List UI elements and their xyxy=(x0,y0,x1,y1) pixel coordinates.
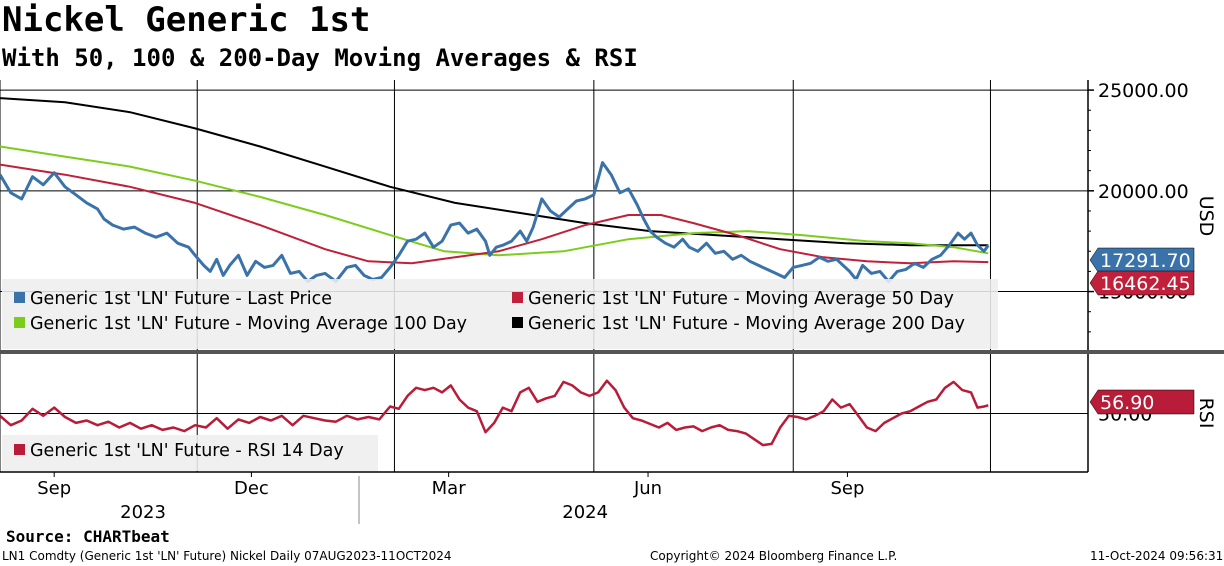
y-tick-label: 25000.00 xyxy=(1098,80,1189,102)
y-axis-label-rsi: RSI xyxy=(1195,398,1217,429)
legend-swatch xyxy=(512,317,523,328)
last-price-tag: 17291.70 xyxy=(1100,250,1191,272)
legend-swatch xyxy=(14,292,25,303)
legend-label: Generic 1st 'LN' Future - Moving Average… xyxy=(528,289,954,309)
last-price-tag-bg xyxy=(1089,247,1195,273)
rsi-tag: 56.90 xyxy=(1100,392,1154,414)
ma50-tag: 16462.45 xyxy=(1100,273,1191,295)
footer-timestamp: 11-Oct-2024 09:56:31 xyxy=(1090,549,1224,563)
legend-swatch xyxy=(512,292,523,303)
chart-subtitle: With 50, 100 & 200-Day Moving Averages &… xyxy=(2,44,638,72)
legend-label: Generic 1st 'LN' Future - Moving Average… xyxy=(30,314,467,334)
x-year-label: 2023 xyxy=(120,502,166,523)
series-line-price xyxy=(0,161,990,283)
x-month-label: Jun xyxy=(633,478,662,499)
legend-label: Generic 1st 'LN' Future - Last Price xyxy=(30,289,332,309)
x-month-label: Sep xyxy=(37,478,71,499)
legend-swatch xyxy=(14,317,25,328)
y-axis-label-usd: USD xyxy=(1195,196,1217,237)
lower-legend-box xyxy=(2,435,378,471)
legend-swatch xyxy=(14,444,25,455)
x-year-label: 2024 xyxy=(562,502,608,523)
rsi-line xyxy=(0,379,989,447)
series-line-ma200 xyxy=(0,97,989,247)
footer-copyright: Copyright© 2024 Bloomberg Finance L.P. xyxy=(650,549,898,563)
x-month-label: Dec xyxy=(234,478,269,499)
series-line-ma50 xyxy=(0,163,989,265)
series-line-ma100 xyxy=(0,145,989,257)
x-month-label: Mar xyxy=(432,478,467,499)
legend-label: Generic 1st 'LN' Future - RSI 14 Day xyxy=(30,441,344,461)
ma50-tag-bg xyxy=(1089,270,1195,296)
chart-title: Nickel Generic 1st xyxy=(2,0,371,40)
panel-separator xyxy=(0,350,1224,354)
upper-legend-box xyxy=(2,279,998,349)
rsi-tag-bg xyxy=(1089,389,1195,415)
x-month-label: Sep xyxy=(830,478,864,499)
y-tick-label: 20000.00 xyxy=(1098,181,1189,203)
legend-label: Generic 1st 'LN' Future - Moving Average… xyxy=(528,314,965,334)
source-label: Source: CHARTbeat xyxy=(6,527,170,546)
footer-ticker-info: LN1 Comdty (Generic 1st 'LN' Future) Nic… xyxy=(2,549,452,563)
